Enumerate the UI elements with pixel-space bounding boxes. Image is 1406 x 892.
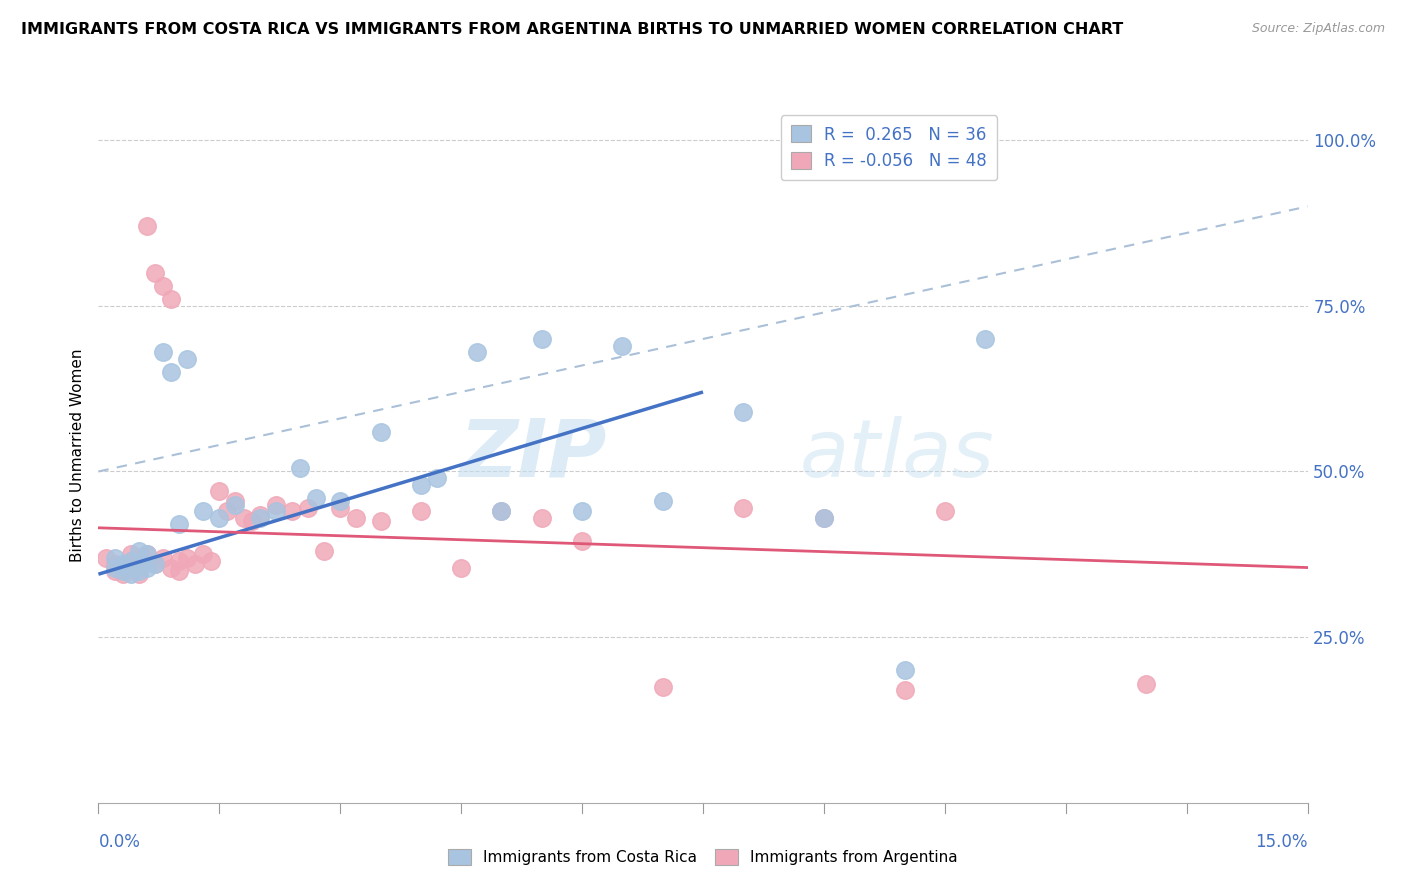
Point xyxy=(103,560,125,574)
Point xyxy=(344,511,367,525)
Point xyxy=(111,564,134,578)
Point xyxy=(450,560,472,574)
Point xyxy=(208,511,231,525)
Point xyxy=(305,491,328,505)
Point xyxy=(143,266,166,280)
Text: Source: ZipAtlas.com: Source: ZipAtlas.com xyxy=(1251,22,1385,36)
Point xyxy=(193,547,215,561)
Text: atlas: atlas xyxy=(800,416,994,494)
Point xyxy=(264,504,287,518)
Point xyxy=(733,405,755,419)
Point xyxy=(893,683,915,698)
Point xyxy=(152,279,174,293)
Point xyxy=(167,564,190,578)
Point xyxy=(314,544,336,558)
Point xyxy=(491,504,513,518)
Point xyxy=(813,511,835,525)
Point xyxy=(103,564,125,578)
Point xyxy=(974,332,997,346)
Point xyxy=(193,504,215,518)
Point xyxy=(224,498,246,512)
Point xyxy=(409,477,432,491)
Point xyxy=(733,500,755,515)
Point xyxy=(135,219,157,234)
Point xyxy=(240,514,263,528)
Point xyxy=(120,567,142,582)
Point xyxy=(893,663,915,677)
Point xyxy=(813,511,835,525)
Point xyxy=(651,680,673,694)
Point xyxy=(143,558,166,572)
Point xyxy=(152,550,174,565)
Point xyxy=(120,554,142,568)
Text: 0.0%: 0.0% xyxy=(98,832,141,851)
Point xyxy=(612,338,634,352)
Point xyxy=(111,567,134,582)
Point xyxy=(200,554,222,568)
Point xyxy=(249,511,271,525)
Point xyxy=(135,547,157,561)
Point xyxy=(651,494,673,508)
Point xyxy=(329,500,352,515)
Text: ZIP: ZIP xyxy=(458,416,606,494)
Point xyxy=(571,504,593,518)
Point xyxy=(96,550,118,565)
Point xyxy=(409,504,432,518)
Point xyxy=(176,550,198,565)
Point xyxy=(530,511,553,525)
Point xyxy=(135,547,157,561)
Point xyxy=(111,558,134,572)
Legend: Immigrants from Costa Rica, Immigrants from Argentina: Immigrants from Costa Rica, Immigrants f… xyxy=(441,843,965,871)
Point xyxy=(208,484,231,499)
Point xyxy=(530,332,553,346)
Legend: R =  0.265   N = 36, R = -0.056   N = 48: R = 0.265 N = 36, R = -0.056 N = 48 xyxy=(780,115,997,180)
Point xyxy=(184,558,207,572)
Point xyxy=(120,554,142,568)
Point xyxy=(370,425,392,439)
Text: 15.0%: 15.0% xyxy=(1256,832,1308,851)
Point xyxy=(232,511,254,525)
Point xyxy=(934,504,956,518)
Point xyxy=(167,517,190,532)
Point xyxy=(128,544,150,558)
Point xyxy=(491,504,513,518)
Point xyxy=(128,558,150,572)
Point xyxy=(135,560,157,574)
Point xyxy=(176,351,198,366)
Point xyxy=(160,365,183,379)
Y-axis label: Births to Unmarried Women: Births to Unmarried Women xyxy=(69,348,84,562)
Point xyxy=(264,498,287,512)
Point xyxy=(128,567,150,582)
Point xyxy=(426,471,449,485)
Point xyxy=(249,508,271,522)
Point xyxy=(167,554,190,568)
Point xyxy=(143,558,166,572)
Point xyxy=(288,461,311,475)
Point xyxy=(217,504,239,518)
Point xyxy=(465,345,488,359)
Text: IMMIGRANTS FROM COSTA RICA VS IMMIGRANTS FROM ARGENTINA BIRTHS TO UNMARRIED WOME: IMMIGRANTS FROM COSTA RICA VS IMMIGRANTS… xyxy=(21,22,1123,37)
Point xyxy=(224,494,246,508)
Point xyxy=(160,292,183,306)
Point xyxy=(1135,676,1157,690)
Point xyxy=(297,500,319,515)
Point xyxy=(103,558,125,572)
Point xyxy=(128,550,150,565)
Point xyxy=(152,345,174,359)
Point xyxy=(370,514,392,528)
Point xyxy=(571,534,593,549)
Point xyxy=(160,560,183,574)
Point xyxy=(329,494,352,508)
Point xyxy=(111,560,134,574)
Point xyxy=(103,550,125,565)
Point xyxy=(120,547,142,561)
Point xyxy=(128,564,150,578)
Point xyxy=(281,504,304,518)
